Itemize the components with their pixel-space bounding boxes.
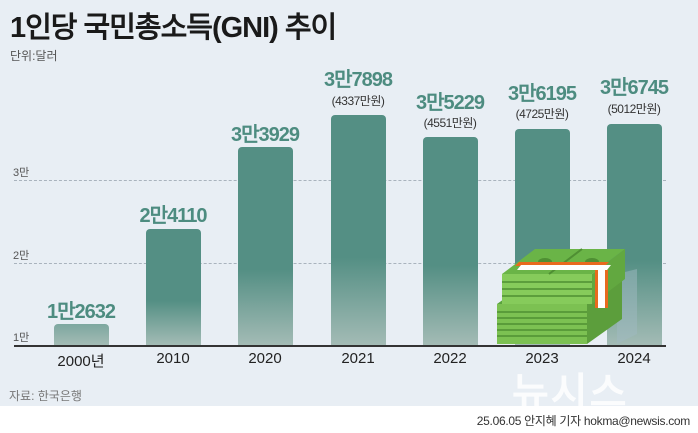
y-tick-label: 3만 — [13, 167, 30, 179]
x-tick-label: 2010 — [156, 350, 190, 367]
value-label: 3만6745 — [599, 77, 669, 99]
x-tick-label: 2023 — [525, 350, 559, 367]
x-axis-line — [14, 345, 666, 347]
bar-2020 — [238, 147, 293, 345]
y-tick-label: 1만 — [13, 332, 30, 344]
x-tick-label: 2024 — [617, 350, 651, 367]
bar-2022 — [423, 137, 478, 345]
value-label: 3만6195 — [507, 83, 577, 105]
bar-2021 — [331, 115, 386, 345]
value-label: 2만4110 — [139, 205, 208, 227]
source-note: 자료: 한국은행 — [9, 389, 82, 403]
value-label: 3만5229 — [415, 92, 485, 114]
krw-label: (4725만원) — [515, 107, 569, 121]
unit-label: 단위:달러 — [10, 49, 58, 63]
credit-line: 25.06.05 안지혜 기자 hokma@newsis.com — [476, 414, 691, 428]
bar-2000 — [54, 324, 109, 345]
money-stack-icon — [497, 248, 637, 344]
krw-label: (5012만원) — [607, 102, 661, 116]
newsis-watermark: 뉴시스 — [512, 371, 629, 415]
x-tick-label: 2000년 — [57, 353, 105, 370]
krw-label: (4337만원) — [331, 94, 385, 108]
chart-title: 1인당 국민총소득(GNI) 추이 — [10, 12, 337, 44]
bar-2010 — [146, 229, 201, 345]
krw-label: (4551만원) — [423, 116, 477, 130]
value-label: 1만2632 — [46, 301, 116, 323]
x-tick-label: 2022 — [433, 350, 467, 367]
x-tick-label: 2021 — [341, 350, 375, 367]
value-label: 3만7898 — [323, 69, 393, 91]
value-label: 3만3929 — [230, 124, 300, 146]
x-tick-label: 2020 — [248, 350, 282, 367]
y-tick-label: 2만 — [13, 250, 30, 262]
